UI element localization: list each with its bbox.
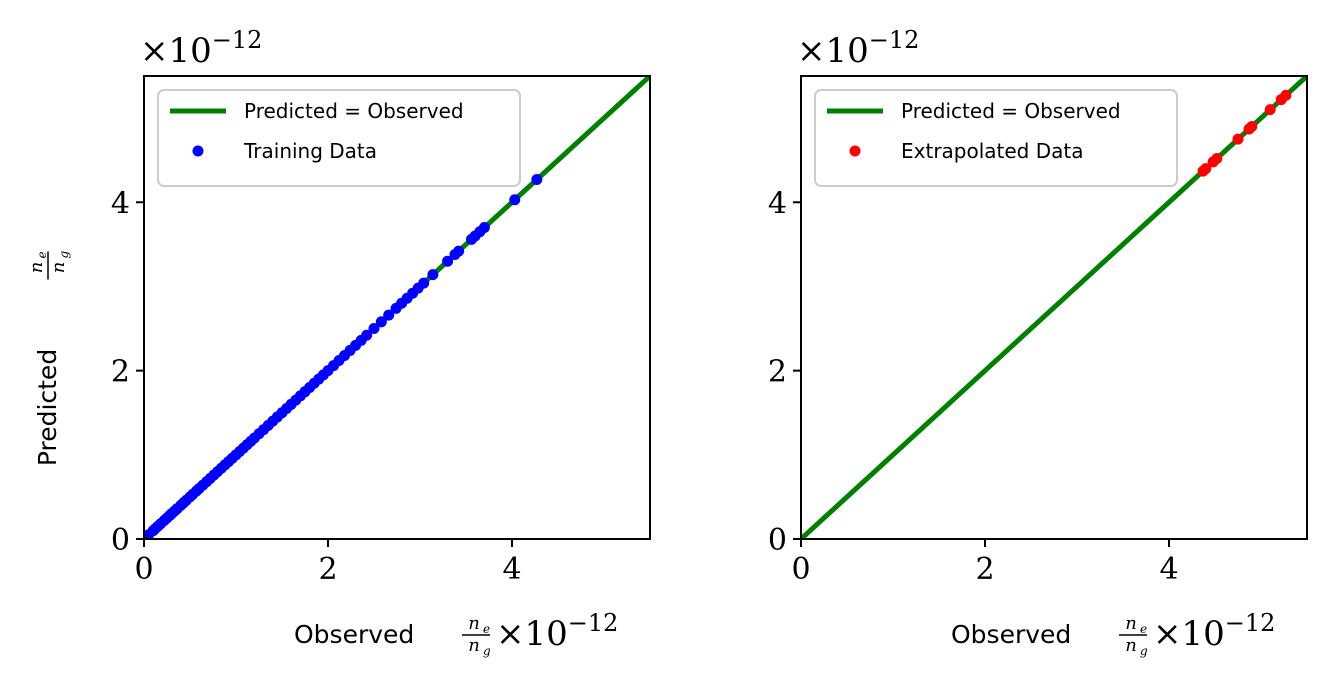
x-axis-offset-label: ×10−12	[496, 609, 618, 654]
y-tick-label: 4	[111, 186, 130, 221]
legend-marker-swatch	[192, 145, 204, 157]
x-axis-label: Observed	[951, 620, 1071, 649]
legend-marker-swatch	[849, 145, 861, 157]
legend-entry-label: Training Data	[243, 139, 377, 163]
legend-box	[814, 89, 1178, 187]
x-axis-fraction-denominator-sub: g	[1140, 644, 1148, 658]
x-axis-fraction-denominator: n	[1125, 635, 1137, 656]
extrapolated-point	[1232, 133, 1244, 145]
x-axis-fraction-denominator-sub: g	[483, 644, 491, 658]
y-axis-label: Predicted	[33, 349, 62, 466]
axes-frame	[800, 75, 1308, 540]
axes-frame	[143, 75, 651, 540]
training-point	[427, 269, 439, 281]
training-point	[509, 194, 521, 206]
legend-entry-label: Predicted = Observed	[901, 99, 1121, 123]
x-tick-label: 4	[502, 552, 521, 587]
x-axis-fraction-numerator-sub: e	[483, 622, 490, 636]
training-point	[442, 255, 454, 267]
y-axis-fraction-denominator: n	[48, 262, 69, 274]
plot-area	[801, 76, 1307, 539]
legend-entry-label: Extrapolated Data	[901, 139, 1084, 163]
legend: Predicted = Observed Extrapolated Data	[814, 89, 1178, 187]
y-tick-label: 0	[111, 523, 130, 558]
training-point	[383, 309, 395, 321]
training-point	[375, 316, 387, 328]
x-axis-label: Observed	[294, 620, 414, 649]
x-tick-label: 2	[318, 552, 337, 587]
y-axis-offset-label: ×10−12	[140, 26, 262, 71]
legend-box	[157, 89, 521, 187]
x-axis-fraction-denominator: n	[468, 635, 480, 656]
x-tick-label: 2	[975, 552, 994, 587]
x-tick-label: 0	[134, 552, 153, 587]
plot-area	[144, 76, 650, 539]
x-tick-label: 4	[1159, 552, 1178, 587]
legend: Predicted = Observed Training Data	[157, 89, 521, 187]
extrapolated-point	[1264, 104, 1276, 116]
y-axis-fraction-denominator-sub: g	[57, 251, 71, 259]
y-tick-label: 0	[768, 523, 787, 558]
y-axis-offset-label: ×10−12	[797, 26, 919, 71]
y-axis-fraction-numerator: n	[26, 262, 47, 274]
training-point	[531, 174, 543, 186]
right-panel: 0 2 4 0 2 4 ×10−12 Observed n en g ×10−12 Predicted …	[768, 26, 1308, 658]
extrapolated-point	[1246, 121, 1258, 133]
x-axis-fraction-numerator-sub: e	[1140, 622, 1147, 636]
training-point	[478, 222, 490, 234]
training-point	[418, 277, 430, 289]
y-axis-fraction-numerator-sub: e	[35, 251, 49, 258]
x-tick-label: 0	[791, 552, 810, 587]
y-tick-label: 4	[768, 186, 787, 221]
x-axis-fraction-numerator: n	[1125, 613, 1137, 634]
extrapolated-point	[1200, 163, 1212, 175]
training-point	[453, 245, 465, 257]
identity-line	[801, 76, 1307, 539]
legend-entry-label: Predicted = Observed	[244, 99, 464, 123]
y-tick-label: 2	[768, 355, 787, 390]
training-point	[368, 323, 380, 335]
training-point	[361, 329, 373, 341]
extrapolated-point	[1211, 152, 1223, 164]
x-axis-fraction-numerator: n	[468, 613, 480, 634]
y-tick-label: 2	[111, 355, 130, 390]
x-axis-offset-label: ×10−12	[1153, 609, 1275, 654]
extrapolated-point	[1280, 89, 1292, 101]
